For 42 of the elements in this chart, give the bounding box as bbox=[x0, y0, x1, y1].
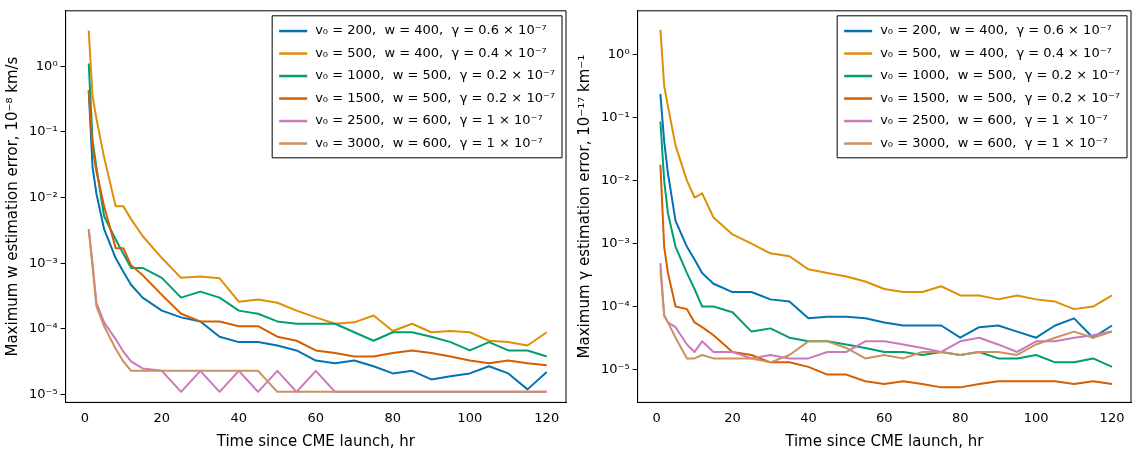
legend-label: v₀ = 1000, w = 500, γ = 0.2 × 10⁻⁷ bbox=[315, 67, 555, 83]
legend-label: v₀ = 1500, w = 500, γ = 0.2 × 10⁻⁷ bbox=[315, 89, 555, 105]
x-tick-label: 100 bbox=[1023, 409, 1049, 425]
x-tick-label: 40 bbox=[230, 409, 248, 425]
legend-label: v₀ = 1500, w = 500, γ = 0.2 × 10⁻⁷ bbox=[880, 89, 1120, 105]
x-tick-label: 120 bbox=[1099, 409, 1125, 425]
x-tick-label: 40 bbox=[800, 409, 817, 425]
legend-label: v₀ = 2500, w = 600, γ = 1 × 10⁻⁷ bbox=[315, 112, 543, 128]
x-tick-label: 80 bbox=[951, 409, 969, 425]
y-tick-label: 10⁻⁴ bbox=[600, 297, 630, 313]
legend-label: v₀ = 500, w = 400, γ = 0.4 × 10⁻⁷ bbox=[315, 44, 547, 60]
y-tick-label: 10⁻² bbox=[600, 172, 630, 188]
x-axis-title: Time since CME launch, hr bbox=[215, 431, 416, 450]
x-tick-label: 20 bbox=[724, 409, 741, 425]
x-tick-label: 20 bbox=[153, 409, 171, 425]
x-tick-label: 80 bbox=[384, 409, 402, 425]
legend-label: v₀ = 3000, w = 600, γ = 1 × 10⁻⁷ bbox=[315, 134, 543, 150]
y-tick-label: 10⁰ bbox=[35, 57, 58, 73]
legend-label: v₀ = 500, w = 400, γ = 0.4 × 10⁻⁷ bbox=[880, 44, 1112, 60]
y-tick-label: 10⁰ bbox=[607, 46, 630, 62]
y-tick-label: 10⁻¹ bbox=[28, 123, 58, 139]
x-tick-label: 100 bbox=[457, 409, 483, 425]
y-tick-label: 10⁻³ bbox=[28, 254, 58, 270]
y-tick-label: 10⁻¹ bbox=[600, 109, 630, 125]
y-axis-title: Maximum w estimation error, 10⁻⁸ km/s bbox=[2, 56, 21, 357]
x-tick-label: 0 bbox=[652, 409, 661, 425]
legend-label: v₀ = 3000, w = 600, γ = 1 × 10⁻⁷ bbox=[880, 134, 1108, 150]
legend-label: v₀ = 200, w = 400, γ = 0.6 × 10⁻⁷ bbox=[880, 22, 1112, 38]
x-tick-label: 0 bbox=[80, 409, 89, 425]
y-tick-label: 10⁻² bbox=[28, 188, 58, 204]
y-tick-label: 10⁻⁴ bbox=[28, 320, 58, 336]
x-tick-label: 60 bbox=[876, 409, 893, 425]
legend-label: v₀ = 200, w = 400, γ = 0.6 × 10⁻⁷ bbox=[315, 22, 547, 38]
y-tick-label: 10⁻⁵ bbox=[600, 360, 630, 376]
x-tick-label: 60 bbox=[307, 409, 325, 425]
y-tick-label: 10⁻³ bbox=[600, 234, 630, 250]
y-tick-label: 10⁻⁵ bbox=[28, 385, 58, 401]
legend-label: v₀ = 2500, w = 600, γ = 1 × 10⁻⁷ bbox=[880, 112, 1108, 128]
x-axis-title: Time since CME launch, hr bbox=[784, 431, 985, 450]
legend-label: v₀ = 1000, w = 500, γ = 0.2 × 10⁻⁷ bbox=[880, 67, 1120, 83]
x-tick-label: 120 bbox=[534, 409, 560, 425]
y-axis-title: Maximum γ estimation error, 10⁻¹⁷ km⁻¹ bbox=[574, 54, 593, 359]
